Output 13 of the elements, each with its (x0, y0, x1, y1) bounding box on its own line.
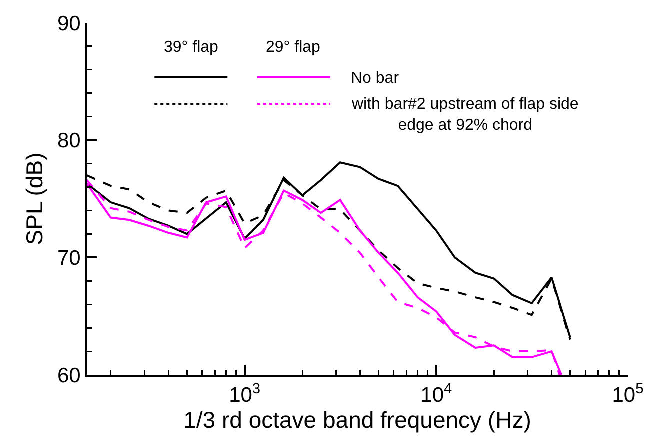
x-tick-label: 10$^{4}$ (420, 381, 452, 408)
y-tick-label: 80 (57, 130, 81, 153)
y-tick-label: 90 (57, 12, 81, 36)
x-tick-label: 10$^{5}$ (612, 381, 644, 408)
y-tick-label: 60 (57, 364, 81, 388)
annotation: 29° flap (266, 39, 321, 56)
y-axis-title: SPL (dB) (21, 152, 48, 246)
annotation: 39° flap (164, 39, 219, 56)
y-tick-label: 70 (57, 247, 81, 270)
x-tick-label: 10$^{3}$ (229, 381, 261, 408)
legend-label: with bar#2 upstream of flap side edge at 92% chord (351, 96, 579, 134)
x-axis-title: 1/3 rd octave band frequency (Hz) (184, 407, 532, 434)
legend-label: No bar (351, 70, 400, 87)
